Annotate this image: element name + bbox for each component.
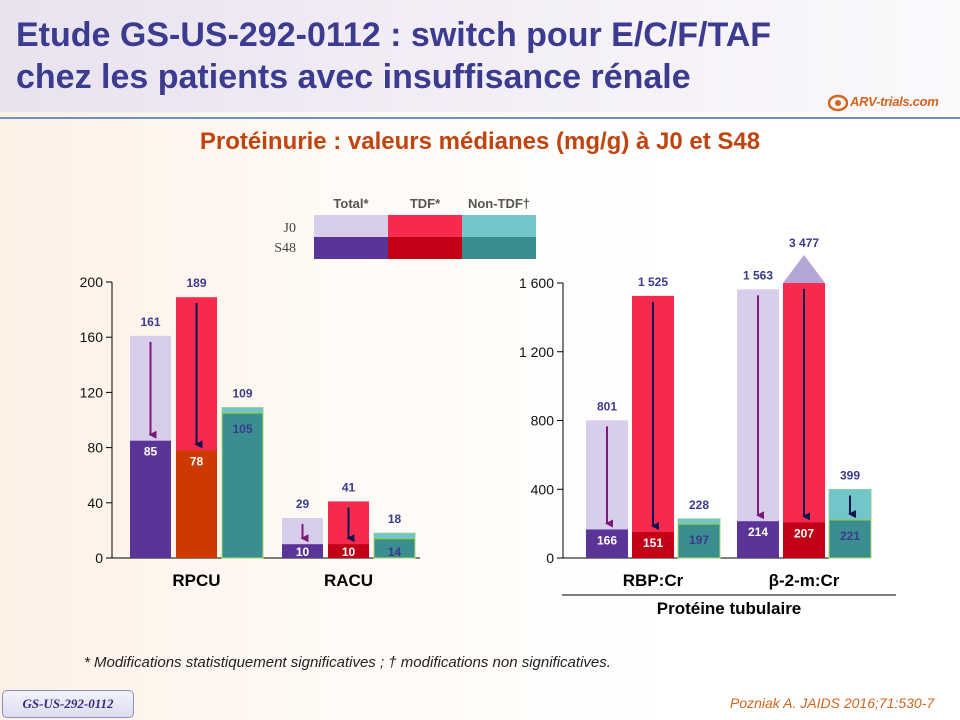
y-tick-label: 800 xyxy=(531,413,555,429)
logo-text: ARV-trials.com xyxy=(850,94,939,109)
value-label-j0: 399 xyxy=(840,468,860,482)
legend-swatch-j0 xyxy=(388,215,462,237)
y-tick-label: 1 600 xyxy=(519,275,554,291)
value-label-s48: 78 xyxy=(190,454,204,468)
bar-s48 xyxy=(282,544,323,558)
y-tick-label: 160 xyxy=(80,329,104,345)
legend-column-label: Non-TDF† xyxy=(468,196,530,211)
footnote: * Modifications statistiquement signific… xyxy=(84,654,611,671)
value-label-j0: 109 xyxy=(232,387,252,401)
value-label-s48: 207 xyxy=(794,526,814,540)
legend-swatch-j0 xyxy=(462,215,536,237)
title-line-2: chez les patients avec insuffisance réna… xyxy=(16,58,691,96)
value-label-s48: 151 xyxy=(643,536,663,550)
value-label-j0: 41 xyxy=(342,480,356,494)
legend-swatch-s48 xyxy=(462,237,536,259)
value-label-s48: 10 xyxy=(342,545,356,559)
y-tick-label: 0 xyxy=(95,550,103,566)
reference-citation: Pozniak A. JAIDS 2016;71:530-7 xyxy=(730,695,935,711)
logo-swirl-icon xyxy=(828,94,848,112)
value-label-j0: 3 477 xyxy=(789,236,819,250)
value-label-j0: 161 xyxy=(140,315,160,329)
bar-s48 xyxy=(221,412,264,559)
study-badge: GS-US-292-0112 xyxy=(2,690,134,718)
value-label-s48: 10 xyxy=(296,545,310,559)
value-label-s48: 14 xyxy=(388,545,402,559)
y-tick-label: 0 xyxy=(546,550,554,566)
value-label-s48: 221 xyxy=(840,529,860,543)
x-category-label: β-2-m:Cr xyxy=(769,571,840,590)
bar-s48 xyxy=(632,532,674,558)
bar-s48 xyxy=(783,522,825,558)
group-label: Protéine tubulaire xyxy=(657,599,802,618)
y-tick-label: 200 xyxy=(80,274,104,290)
y-tick-label: 1 200 xyxy=(519,344,554,360)
value-label-s48: 85 xyxy=(144,445,158,459)
legend-swatch-s48 xyxy=(314,237,388,259)
title-divider xyxy=(0,117,960,119)
value-label-j0: 29 xyxy=(296,497,310,511)
y-tick-label: 40 xyxy=(87,495,103,511)
value-label-s48: 197 xyxy=(689,533,709,547)
y-tick-label: 80 xyxy=(87,440,103,456)
title-line-1: Etude GS-US-292-0112 : switch pour E/C/F… xyxy=(16,16,772,54)
x-category-label: RBP:Cr xyxy=(623,571,684,590)
value-label-j0: 1 563 xyxy=(743,268,773,282)
value-label-j0: 189 xyxy=(186,276,206,290)
legend-column-label: TDF* xyxy=(410,196,441,211)
bar-s48 xyxy=(176,450,217,558)
bar-s48 xyxy=(737,521,779,558)
chart-subtitle: Protéinurie : valeurs médianes (mg/g) à … xyxy=(199,128,761,155)
value-label-j0: 1 525 xyxy=(638,275,668,289)
bar-s48 xyxy=(586,529,628,558)
legend-swatch-j0 xyxy=(314,215,388,237)
y-tick-label: 400 xyxy=(531,481,555,497)
page-title: Etude GS-US-292-0112 : switch pour E/C/F… xyxy=(16,14,816,98)
title-bar xyxy=(0,0,960,112)
x-category-label: RACU xyxy=(324,571,373,590)
arv-trials-logo: ARV-trials.com xyxy=(828,92,958,114)
bar-s48 xyxy=(328,544,369,558)
value-label-j0: 228 xyxy=(689,498,709,512)
bar-s48 xyxy=(130,440,171,558)
bar-s48 xyxy=(828,519,872,559)
value-label-s48: 105 xyxy=(232,422,252,436)
legend-row-label: S48 xyxy=(274,241,296,256)
y-tick-label: 120 xyxy=(80,384,104,400)
value-label-j0: 18 xyxy=(388,512,402,526)
bar-j0-overflow-marker xyxy=(783,255,825,283)
legend-row-label: J0 xyxy=(284,221,296,236)
value-label-j0: 801 xyxy=(597,399,617,413)
legend-column-label: Total* xyxy=(333,196,369,211)
x-category-label: RPCU xyxy=(172,571,220,590)
legend-swatch-s48 xyxy=(388,237,462,259)
value-label-s48: 166 xyxy=(597,533,617,547)
value-label-s48: 214 xyxy=(748,525,768,539)
